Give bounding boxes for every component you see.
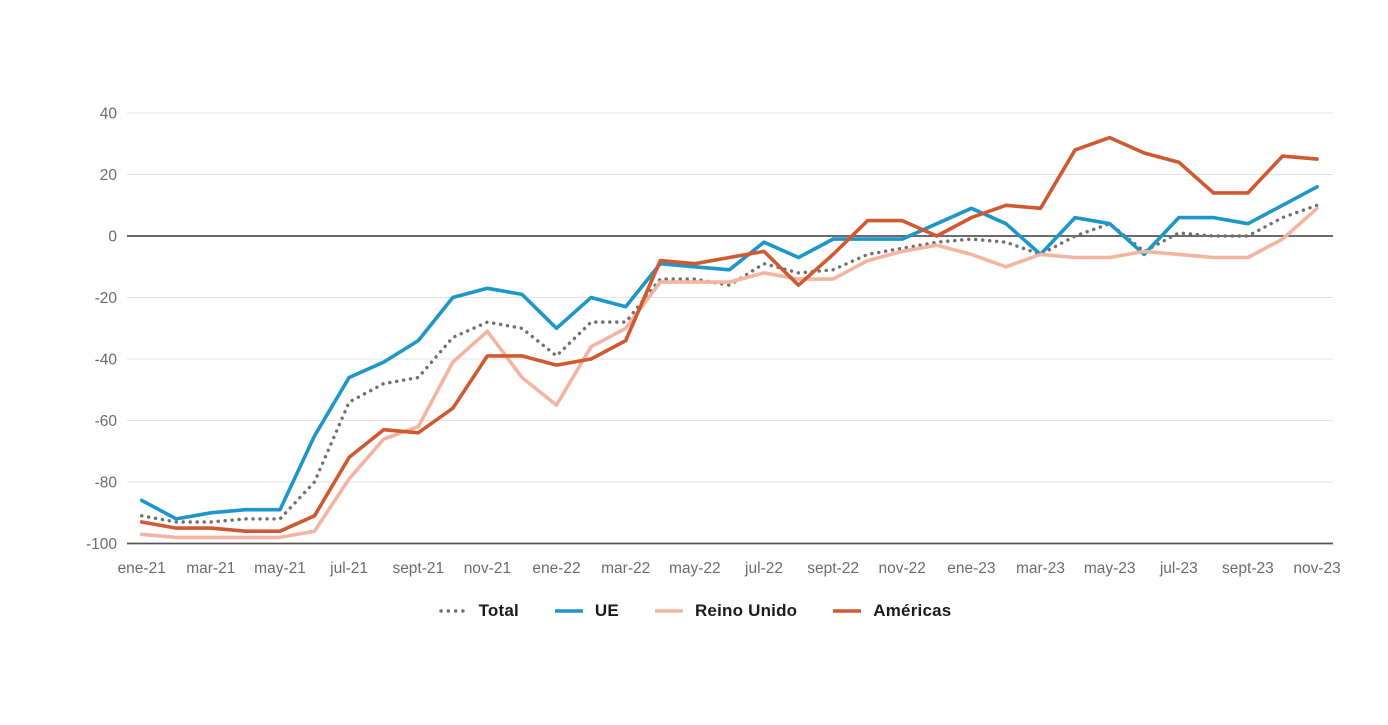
legend-label: Total <box>478 601 519 620</box>
y-tick-label: -40 <box>95 352 118 369</box>
x-tick-label: mar-21 <box>186 560 235 577</box>
x-tick-label: jul-23 <box>1159 560 1198 577</box>
y-tick-label: 20 <box>100 167 118 184</box>
x-tick-label: ene-21 <box>118 560 166 577</box>
series-line-total <box>139 203 1319 524</box>
y-tick-label: -20 <box>95 290 118 307</box>
x-tick-label: may-21 <box>254 560 306 577</box>
x-tick-label: jul-21 <box>329 560 368 577</box>
x-tick-label: nov-23 <box>1293 560 1340 577</box>
series-line-reino-unido <box>139 206 1319 540</box>
legend-swatch-americas-line <box>833 609 862 613</box>
y-tick-label: 0 <box>108 229 117 246</box>
x-tick-label: nov-22 <box>878 560 925 577</box>
legend-item-ue: UE <box>553 601 619 621</box>
x-tick-label: ene-22 <box>532 560 580 577</box>
legend-item-americas: Américas <box>831 601 951 621</box>
chart-legend: Total UE Reino Unido Américas <box>0 601 1388 621</box>
legend-item-total: Total <box>437 601 519 621</box>
series-line-américas <box>139 135 1319 534</box>
legend-swatch-total-dotted-line <box>438 609 469 613</box>
y-tick-label: 40 <box>100 106 118 123</box>
x-tick-label: sept-23 <box>1222 560 1274 577</box>
legend-label: Reino Unido <box>694 601 798 620</box>
legend-swatch-ue-line <box>554 609 583 613</box>
y-tick-label: -80 <box>95 475 118 492</box>
x-tick-label: nov-21 <box>464 560 511 577</box>
y-tick-label: -100 <box>86 536 117 553</box>
x-tick-label: may-23 <box>1084 560 1136 577</box>
x-tick-label: mar-23 <box>1016 560 1065 577</box>
x-tick-label: may-22 <box>669 560 721 577</box>
x-tick-label: sept-22 <box>807 560 859 577</box>
x-tick-label: sept-21 <box>392 560 444 577</box>
legend-swatch-reino-unido-line <box>654 609 683 613</box>
x-tick-label: ene-23 <box>947 560 995 577</box>
x-tick-label: mar-22 <box>601 560 650 577</box>
legend-label: Américas <box>873 601 952 620</box>
legend-item-reino-unido: Reino Unido <box>653 601 797 621</box>
series-line-ue <box>139 185 1319 521</box>
y-tick-label: -60 <box>95 413 118 430</box>
legend-label: UE <box>594 601 619 620</box>
x-tick-label: jul-22 <box>744 560 783 577</box>
